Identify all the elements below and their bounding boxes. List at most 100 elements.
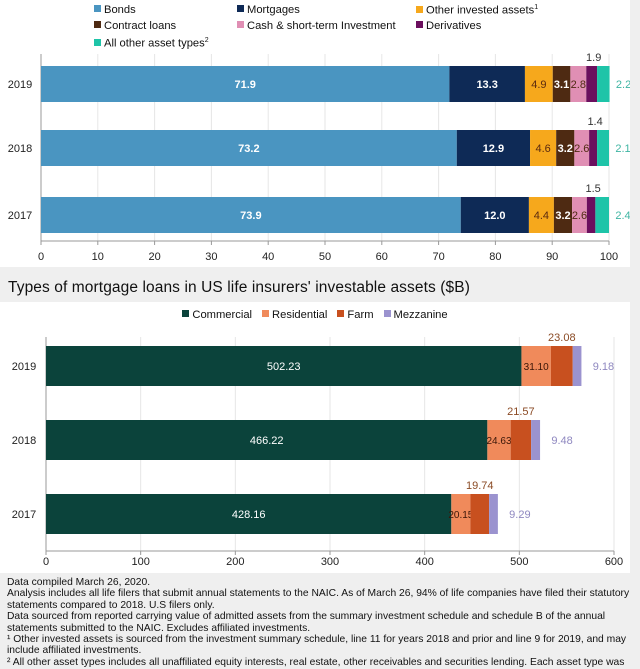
data-label: 466.22: [250, 435, 284, 447]
data-label: 2.1: [615, 143, 630, 155]
legend-swatch: [416, 21, 423, 28]
bar-commercial-2017: [46, 494, 452, 534]
y-category-label: 2017: [8, 210, 32, 222]
bar-contract-loans-2017: [553, 197, 573, 233]
data-label: 1.4: [587, 116, 602, 128]
legend-swatch: [237, 21, 244, 28]
data-label: 73.9: [240, 210, 261, 222]
note-footnote-2: ² All other asset types includes all una…: [7, 656, 625, 668]
x-tick-label: 50: [319, 251, 331, 263]
bar-derivatives-2017: [586, 197, 596, 233]
mortgage-chart: 0 100 200 300 400 500 600 2019 502.23 31.10 23.08 9…: [12, 332, 623, 568]
legend-item-cash-short-term-investment: Cash & short-term Investment: [237, 20, 396, 32]
bar-cash-short-term-investment-2017: [572, 197, 587, 233]
bar-derivatives-2018: [589, 130, 598, 166]
bar-all-other-asset-types-2019: [597, 66, 610, 102]
legend-swatch: [262, 310, 270, 317]
footnotes: Data compiled March 26, 2020. Analysis i…: [7, 577, 635, 668]
bar-other-invested-assets-2018: [530, 130, 557, 166]
legend-label: Residential: [272, 309, 328, 321]
x-tick-label: 0: [38, 251, 44, 263]
data-label: 428.16: [232, 509, 266, 521]
bar-mortgages-2018: [456, 130, 531, 166]
data-label: 1.5: [585, 183, 600, 195]
legend-item-all-other-asset-types: All other asset types2: [94, 37, 209, 50]
legend-item-derivatives: Derivatives: [416, 20, 481, 32]
bar-residential-2018: [487, 420, 511, 460]
data-label: 71.9: [234, 79, 255, 91]
mortgage-legend: Commercial Residential Farm Mezzanine: [0, 309, 630, 321]
x-tick-label: 100: [131, 556, 149, 568]
data-label: 3.1: [554, 79, 569, 91]
legend-item-commercial: Commercial: [182, 309, 252, 321]
asset-mix-chart: 0 10 20 30 40 50 60 70 80 90 100 2019 71.9 13.3 4.9 3.1…: [8, 52, 631, 263]
x-tick-label: 400: [415, 556, 433, 568]
x-tick-label: 90: [546, 251, 558, 263]
legend-swatch: [94, 21, 101, 28]
bar-bonds-2017: [41, 197, 461, 233]
bar-derivatives-2019: [586, 66, 598, 102]
legend-swatch: [237, 5, 244, 12]
bar-mezzanine-2019: [572, 346, 582, 386]
data-label: 31.10: [524, 362, 549, 373]
x-tick-label: 60: [376, 251, 388, 263]
legend-item-residential: Residential: [262, 309, 327, 321]
legend-swatch: [94, 38, 101, 46]
legend-item-mortgages: Mortgages: [237, 4, 300, 16]
x-tick-label: 100: [600, 251, 618, 263]
x-tick-label: 0: [43, 556, 49, 568]
bar-mezzanine-2017: [489, 494, 498, 534]
y-category-label: 2018: [8, 143, 32, 155]
legend-swatch: [383, 310, 391, 317]
x-tick-label: 80: [489, 251, 501, 263]
legend-label: Derivatives: [426, 20, 482, 32]
bar-other-invested-assets-2019: [524, 66, 553, 102]
x-tick-label: 300: [321, 556, 339, 568]
data-label: 4.4: [534, 210, 549, 222]
legend-swatch: [182, 310, 190, 317]
data-label: 3.2: [555, 210, 570, 222]
mortgage-chart-panel: 0 100 200 300 400 500 600 2019 502.23 31.10 23.08 9…: [0, 302, 630, 573]
legend-item-farm: Farm: [337, 309, 374, 321]
legend-swatch: [416, 5, 423, 13]
data-label: 24.63: [486, 436, 511, 447]
bar-contract-loans-2018: [556, 130, 575, 166]
asset-mix-legend: Bonds Mortgages Other invested assets1 Cont…: [0, 0, 630, 52]
data-label: 73.2: [238, 143, 259, 155]
note-footnote-1: ¹ Other invested assets is sourced from …: [7, 634, 627, 657]
mortgage-chart-title: Types of mortgage loans in US life insur…: [8, 279, 470, 296]
data-label: 1.9: [586, 52, 601, 64]
bar-mezzanine-2018: [531, 420, 541, 460]
note-analysis: Analysis includes all life filers that s…: [7, 588, 630, 611]
data-label: 2.2: [616, 79, 630, 91]
legend-label: Commercial: [192, 309, 253, 321]
bar-mortgages-2019: [449, 66, 525, 102]
x-tick-label: 40: [262, 251, 274, 263]
bar-farm-2019: [550, 346, 573, 386]
legend-label: All other asset types: [104, 37, 205, 50]
y-category-label: 2018: [12, 435, 36, 447]
legend-item-bonds: Bonds: [94, 4, 136, 16]
data-label: 9.18: [593, 361, 614, 373]
x-tick-label: 500: [510, 556, 528, 568]
data-label: 2.8: [571, 79, 586, 91]
bar-mortgages-2017: [460, 197, 529, 233]
bar-contract-loans-2019: [552, 66, 571, 102]
y-category-label: 2019: [12, 361, 36, 373]
x-tick-label: 20: [148, 251, 160, 263]
legend-label: Mezzanine: [393, 309, 448, 321]
data-label: 12.0: [484, 210, 505, 222]
note-compiled: Data compiled March 26, 2020.: [7, 577, 151, 588]
legend-label: Cash & short-term Investment: [247, 20, 396, 32]
legend-label: Other invested assets: [426, 4, 535, 17]
x-tick-label: 30: [205, 251, 217, 263]
note-source: Data sourced from reported carrying valu…: [7, 611, 606, 634]
bar-commercial-2019: [46, 346, 522, 386]
data-label: 2.4: [615, 210, 630, 222]
bar-bonds-2019: [41, 66, 450, 102]
data-label: 12.9: [483, 143, 504, 155]
bar-farm-2017: [470, 494, 490, 534]
data-label: 13.3: [476, 79, 497, 91]
bar-cash-short-term-investment-2018: [574, 130, 590, 166]
data-label: 4.6: [535, 143, 550, 155]
